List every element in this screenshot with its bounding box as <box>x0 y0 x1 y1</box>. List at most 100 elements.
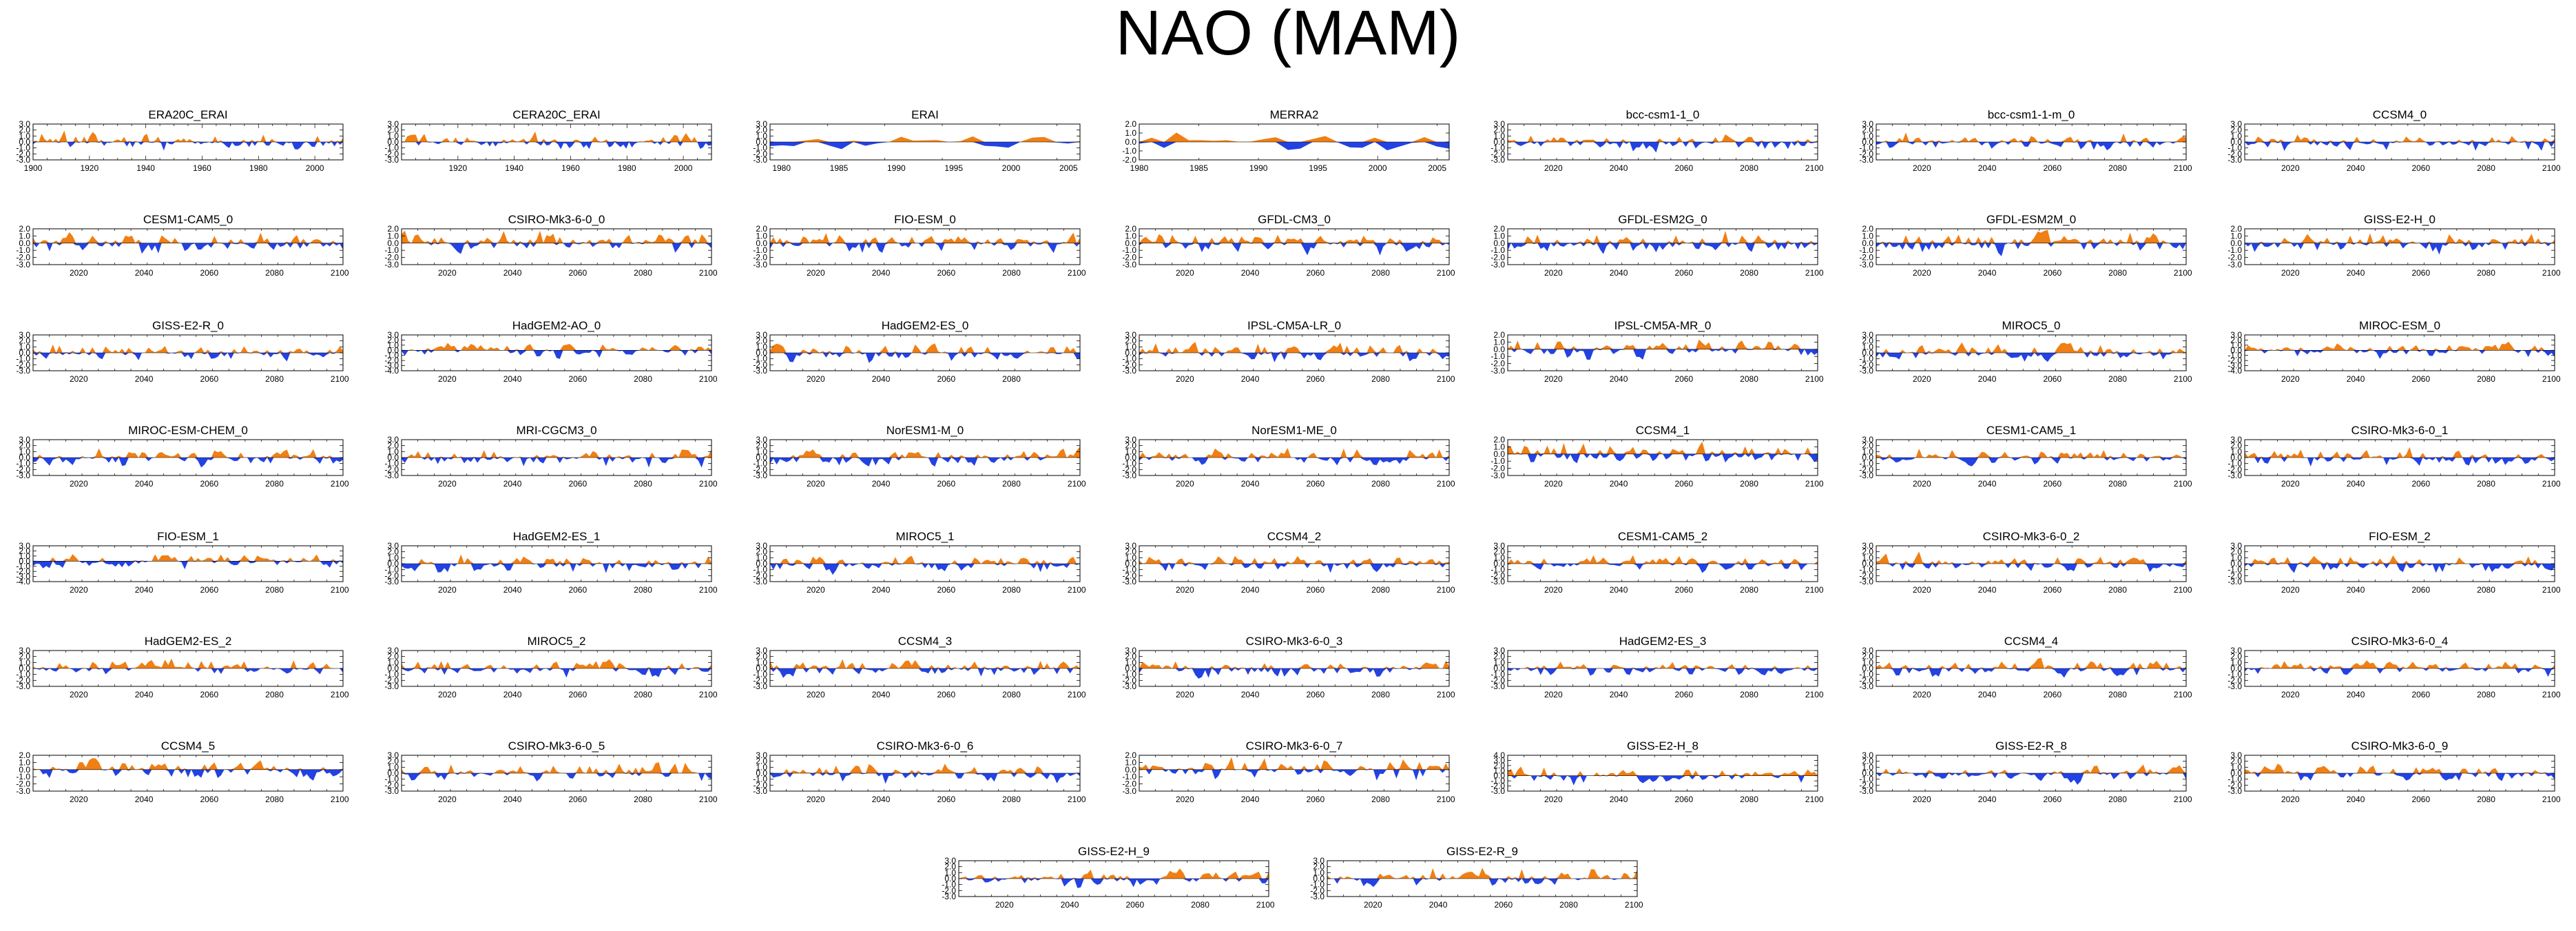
x-tick-label: 2000 <box>306 163 324 173</box>
x-tick-label: 2100 <box>2542 479 2561 489</box>
positive-area <box>770 232 1080 243</box>
panel-GISS-E2-H_9: GISS-E2-H_9 -3.0-2.0-1.00.01.02.03.0 2020 2… <box>942 845 1275 910</box>
x-tick-label: 1980 <box>249 163 268 173</box>
x-tick-label: 2020 <box>807 690 825 699</box>
x-tick-label: 2020 <box>807 795 825 804</box>
x-tick-label: 2100 <box>1805 163 1824 173</box>
y-tick-label: 1.0 <box>1125 342 1136 351</box>
x-tick-label: 2040 <box>1241 795 1260 804</box>
y-tick-label: 2.0 <box>387 547 399 557</box>
x-tick-label: 2060 <box>568 374 587 384</box>
y-tick-label: 0.0 <box>19 765 30 775</box>
positive-area <box>1508 441 1818 454</box>
x-tick-label: 2020 <box>1913 163 1931 173</box>
y-tick-label: 1.0 <box>387 231 399 241</box>
positive-area <box>402 449 711 458</box>
y-tick-label: 2.0 <box>19 441 30 451</box>
x-tick-label: 2020 <box>438 479 457 489</box>
x-tick-label: 1995 <box>1309 163 1327 173</box>
y-tick-label: -3.0 <box>16 260 30 269</box>
x-tick-label: 2060 <box>2411 585 2430 595</box>
y-tick-label: 2.0 <box>944 862 956 872</box>
y-tick-label: 1.0 <box>944 868 956 877</box>
y-tick-label: 2.0 <box>1125 119 1136 129</box>
y-tick-label: -3.0 <box>2227 786 2242 796</box>
positive-area <box>402 131 711 142</box>
y-tick-label: -2.0 <box>1490 359 1505 369</box>
x-tick-label: 2080 <box>634 374 652 384</box>
y-tick-label: -1.0 <box>1859 459 1873 469</box>
y-tick-label: -1.0 <box>753 670 767 679</box>
y-tick-label: -3.0 <box>1122 786 1136 796</box>
plot-frame <box>2244 228 2555 265</box>
x-tick-label: 1980 <box>1130 163 1149 173</box>
x-tick-label: 2040 <box>1241 479 1260 489</box>
y-tick-label: 2.0 <box>19 546 30 555</box>
x-tick-label: 2060 <box>1306 585 1325 595</box>
x-tick-label: 2080 <box>265 479 284 489</box>
y-tick-label: -2.0 <box>753 464 767 474</box>
y-tick-label: -3.0 <box>1490 577 1505 586</box>
y-tick-label: -2.0 <box>1490 464 1505 473</box>
y-tick-label: -2.0 <box>753 675 767 685</box>
positive-area <box>2245 555 2555 564</box>
y-tick-label: -2.0 <box>1122 675 1136 685</box>
y-tick-label: -1.0 <box>1490 776 1505 786</box>
x-tick-label: 2040 <box>503 479 522 489</box>
x-tick-label: 2020 <box>1176 268 1194 278</box>
x-tick-label: 2100 <box>1805 690 1824 699</box>
x-tick-label: 2100 <box>1068 585 1086 595</box>
x-tick-label: 2100 <box>2542 585 2561 595</box>
x-tick-label: 2080 <box>1371 268 1390 278</box>
y-tick-label: 2.0 <box>2230 125 2242 135</box>
x-tick-label: 2040 <box>872 268 891 278</box>
y-tick-label: 1.0 <box>2230 447 2242 456</box>
y-tick-label: -1.0 <box>384 565 399 575</box>
x-tick-label: 2080 <box>1002 795 1021 804</box>
y-tick-label: -1.0 <box>753 354 767 364</box>
plot-frame <box>401 334 712 371</box>
plot-frame <box>32 755 344 792</box>
x-tick-label: 2100 <box>2174 163 2192 173</box>
y-tick-label: -1.0 <box>1490 565 1505 575</box>
x-tick-label: 2080 <box>2477 268 2495 278</box>
x-tick-label: 2020 <box>1913 585 1931 595</box>
panel-MIROC5_0: MIROC5_0 -3.0-2.0-1.00.01.02.03.0 2020 2040… <box>1859 319 2192 384</box>
x-tick-label: 2100 <box>331 690 349 699</box>
plot-frame <box>1139 755 1450 792</box>
positive-area <box>1508 134 1818 142</box>
negative-area <box>1139 668 1449 679</box>
y-tick-label: -3.0 <box>2227 577 2242 586</box>
y-tick-label: 2.0 <box>387 757 399 766</box>
x-tick-label: 2020 <box>438 268 457 278</box>
x-tick-label: 2040 <box>2347 479 2365 489</box>
plot-frame <box>1139 228 1450 265</box>
y-tick-label: -3.0 <box>1490 366 1505 376</box>
x-tick-label: 2080 <box>2108 163 2127 173</box>
x-tick-label: 2040 <box>503 268 522 278</box>
panel-CSIRO-Mk3-6-0_5: CSIRO-Mk3-6-0_5 -3.0-2.0-1.00.01.02.03.0 2… <box>384 739 718 804</box>
panel-title: CCSM4_5 <box>161 739 215 753</box>
x-tick-label: 1920 <box>80 163 98 173</box>
positive-area <box>33 554 343 562</box>
negative-area <box>1139 353 1449 362</box>
x-tick-label: 2020 <box>438 585 457 595</box>
panel-title: bcc-csm1-1-m_0 <box>1988 108 2075 121</box>
y-tick-label: -1.0 <box>1490 351 1505 361</box>
x-tick-label: 2040 <box>872 479 891 489</box>
positive-area <box>402 554 711 564</box>
y-tick-label: 1.0 <box>19 657 30 667</box>
y-tick-label: 2.0 <box>1862 441 1873 451</box>
y-tick-label: 3.0 <box>19 646 30 655</box>
negative-area <box>33 142 343 151</box>
x-tick-label: 2100 <box>2542 268 2561 278</box>
x-tick-label: 2060 <box>2043 795 2061 804</box>
x-tick-label: 2060 <box>2411 163 2430 173</box>
plot-frame <box>2244 334 2555 371</box>
negative-area <box>1508 775 1818 786</box>
x-tick-label: 2060 <box>2411 795 2430 804</box>
y-tick-label: -1.0 <box>1859 670 1873 679</box>
positive-area <box>33 232 343 243</box>
y-tick-label: -1.0 <box>753 245 767 255</box>
y-tick-label: -2.0 <box>2227 780 2242 790</box>
